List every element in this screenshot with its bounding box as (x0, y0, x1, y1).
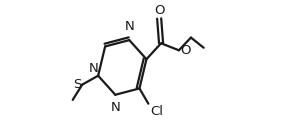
Text: N: N (88, 62, 98, 75)
Text: N: N (124, 20, 134, 33)
Text: Cl: Cl (150, 105, 163, 118)
Text: O: O (180, 44, 191, 57)
Text: N: N (110, 101, 120, 114)
Text: S: S (73, 78, 81, 91)
Text: O: O (154, 4, 164, 17)
